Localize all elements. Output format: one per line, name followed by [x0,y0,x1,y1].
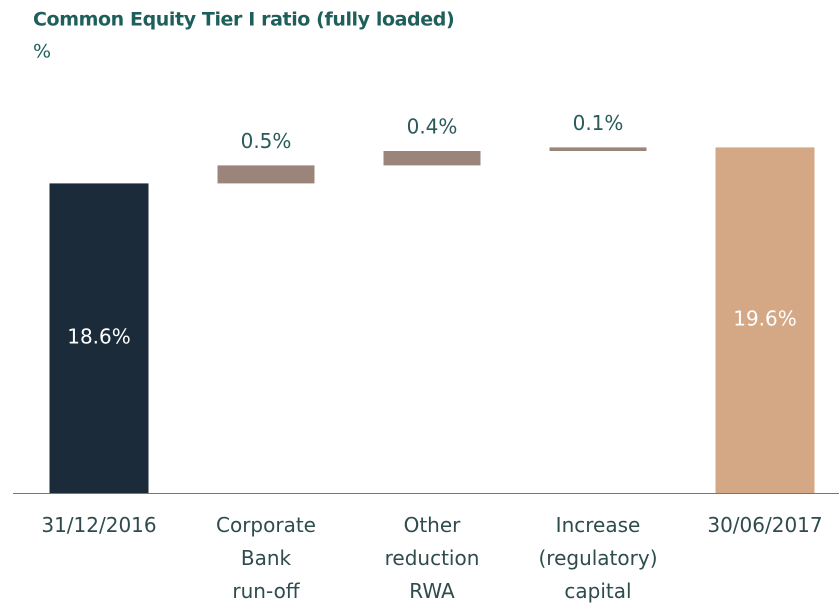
x-tick-label-line: capital [564,579,631,603]
total-bar [715,147,815,493]
x-tick-label: Other reduction RWA [385,513,480,603]
x-tick-label-line: Bank [241,546,292,570]
x-tick-label-line: 31/12/2016 [41,513,156,537]
bar-value-label: 0.5% [241,129,292,153]
change-bar [383,151,481,166]
x-tick-label: 30/06/2017 [707,513,822,537]
change-bar [549,147,647,151]
x-tick-label-line: (regulatory) [538,546,657,570]
x-tick-label-line: Increase [556,513,641,537]
x-tick-label-line: Corporate [216,513,316,537]
x-tick-label: 31/12/2016 [41,513,156,537]
change-bar [217,165,315,184]
bar-value-label: 18.6% [67,325,131,349]
x-tick-label-line: reduction [385,546,480,570]
x-tick-label: Increase (regulatory) capital [538,513,657,603]
x-tick-label-line: Other [404,513,462,537]
total-bar [49,183,149,493]
x-tick-label: Corporate Bank run-off [216,513,316,603]
bar-value-label: 19.6% [733,307,797,331]
x-tick-label-line: 30/06/2017 [707,513,822,537]
x-tick-label-line: RWA [409,579,455,603]
x-tick-label-line: run-off [232,579,300,603]
unit-label: % [33,41,51,63]
bar-value-label: 0.4% [407,115,458,139]
bar-value-label: 0.1% [573,111,624,135]
chart-title: Common Equity Tier I ratio (fully loaded… [33,9,454,31]
